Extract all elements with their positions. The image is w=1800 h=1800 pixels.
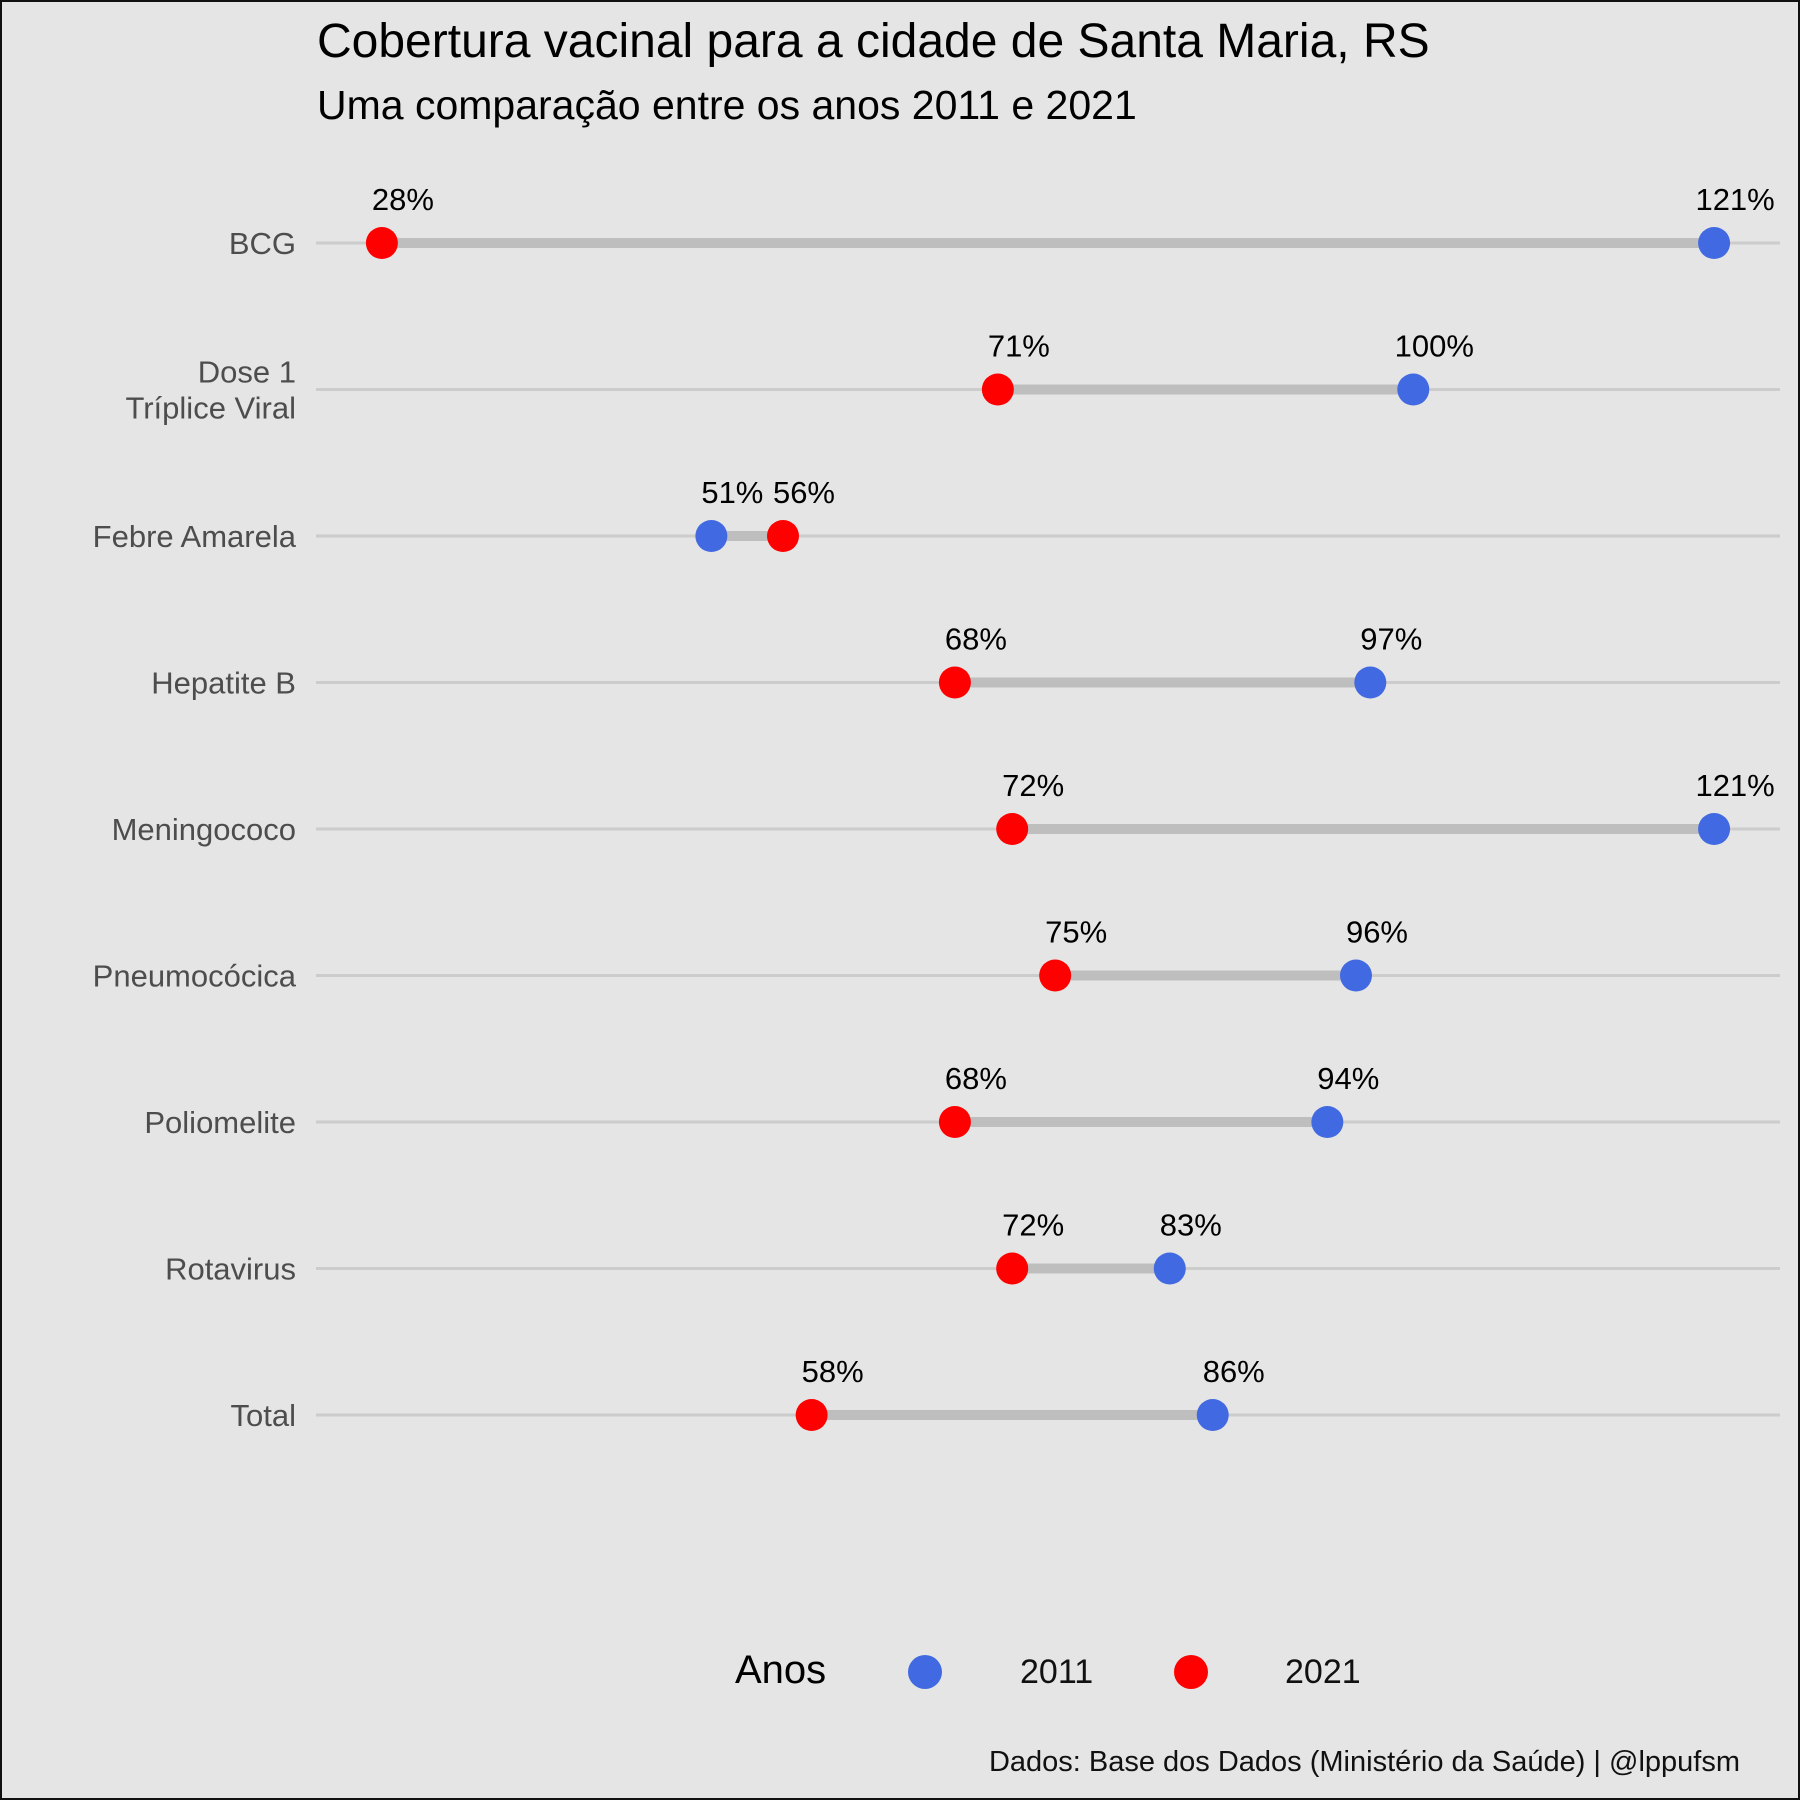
chart-title: Cobertura vacinal para a cidade de Santa… [317, 15, 1430, 68]
category-label: BCG [229, 226, 296, 261]
point-2021 [996, 1252, 1029, 1285]
point-2011 [695, 520, 728, 552]
value-label-2021: 68% [945, 1061, 1007, 1096]
value-label-2011: 51% [701, 475, 763, 510]
value-label-2021: 56% [773, 475, 835, 510]
value-label-2021: 72% [1002, 1208, 1064, 1243]
point-2021 [981, 373, 1014, 406]
point-2011 [1153, 1252, 1186, 1285]
point-2021 [996, 813, 1029, 845]
category-label: Pneumocócica [93, 959, 297, 994]
value-label-2011: 121% [1695, 768, 1774, 803]
point-2021 [365, 227, 398, 259]
value-label-2011: 86% [1203, 1354, 1265, 1389]
value-label-2021: 71% [988, 329, 1050, 364]
point-2011 [1698, 813, 1731, 845]
value-label-2011: 83% [1160, 1208, 1222, 1243]
dumbbell-plot: BCG Dose 1 Tríplice Viral Febre Amarela Hepa… [93, 182, 1780, 1433]
chart-caption: Dados: Base dos Dados (Ministério da Saú… [988, 1746, 1740, 1778]
category-label: Meningococo [112, 812, 296, 847]
category-label: Dose 1 Tríplice Viral [125, 355, 296, 426]
point-2011 [1354, 666, 1387, 699]
value-label-2021: 72% [1002, 768, 1064, 803]
point-2021 [938, 666, 971, 699]
point-2011 [1311, 1106, 1344, 1138]
chart-subtitle: Uma comparação entre os anos 2011 e 2021 [317, 82, 1137, 128]
value-label-2011: 97% [1360, 622, 1422, 657]
value-label-2021: 58% [802, 1354, 864, 1389]
legend-label-2011: 2011 [1020, 1653, 1094, 1691]
value-label-2021: 68% [945, 622, 1007, 657]
value-label-2011: 94% [1317, 1061, 1379, 1096]
value-label-2011: 100% [1395, 329, 1474, 364]
point-2021 [795, 1399, 828, 1431]
point-2021 [1039, 959, 1072, 992]
point-2011 [1397, 373, 1430, 406]
point-2021 [766, 520, 799, 552]
legend-key-2021 [1174, 1655, 1208, 1689]
point-2011 [1698, 227, 1731, 259]
point-2021 [938, 1106, 971, 1138]
value-label-2011: 96% [1346, 915, 1408, 950]
legend-label-2021: 2021 [1285, 1653, 1361, 1691]
category-label: Febre Amarela [93, 519, 297, 554]
category-label: Hepatite B [151, 666, 296, 701]
category-label: Rotavirus [165, 1252, 296, 1287]
category-label: Total [231, 1398, 296, 1433]
value-label-2021: 28% [372, 182, 434, 217]
legend-key-2011 [908, 1655, 942, 1689]
point-2011 [1196, 1399, 1229, 1431]
category-label: Poliomelite [144, 1105, 296, 1140]
value-label-2021: 75% [1045, 915, 1107, 950]
legend-title: Anos [735, 1648, 827, 1692]
point-2011 [1339, 959, 1372, 992]
legend: Anos 2011 2021 [2, 1642, 1800, 1702]
value-label-2011: 121% [1695, 182, 1774, 217]
